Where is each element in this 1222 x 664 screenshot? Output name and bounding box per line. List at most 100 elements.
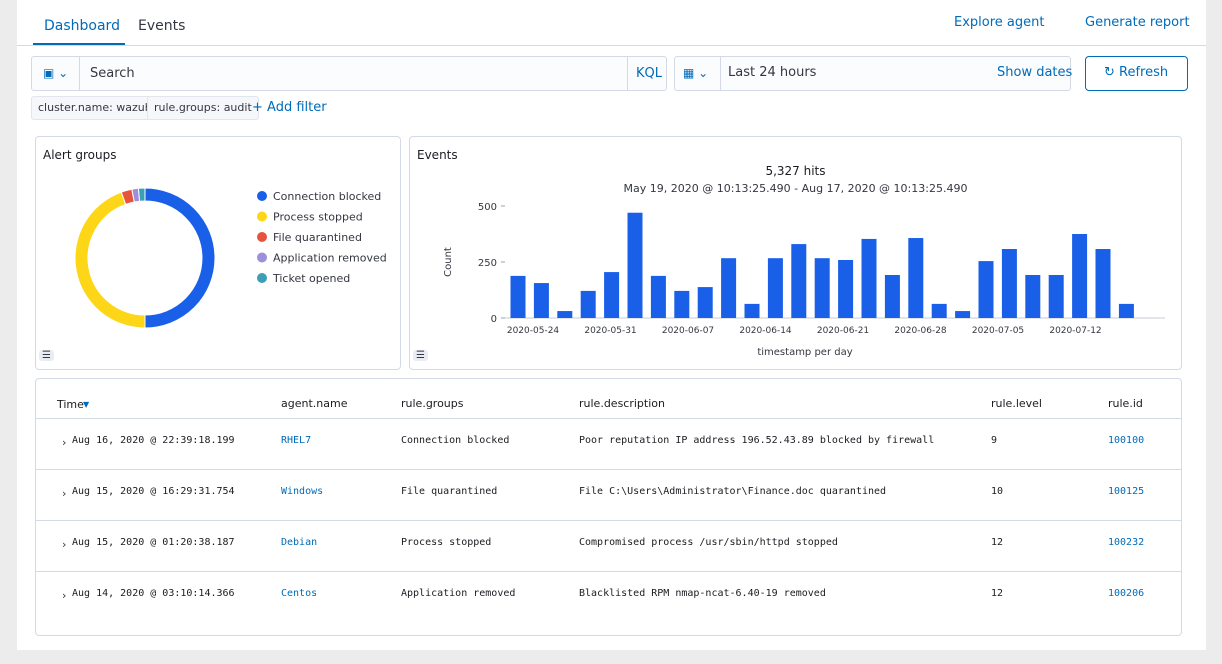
x-tick-label: 2020-06-28 [894,326,947,336]
filter-chip[interactable]: cluster.name: wazuh [31,96,159,120]
x-tick-label: 2020-07-05 [972,326,1024,336]
cell-link[interactable]: 100232 [1108,537,1145,548]
y-axis-label: Count [443,247,454,277]
column-header[interactable]: rule.id [1108,397,1143,410]
legend-label: Process stopped [273,211,363,224]
bar [1095,249,1111,318]
tab-underline [33,43,125,45]
x-tick-label: 2020-06-21 [817,326,869,336]
column-header[interactable]: agent.name [281,397,348,410]
bar [908,238,924,318]
divider [627,56,628,91]
row-divider [36,418,1181,419]
row-divider [36,520,1181,521]
expand-icon[interactable]: › [62,589,67,602]
hits: 5,327 hits [765,164,826,178]
x-tick-label: 2020-05-31 [584,326,636,336]
alert-groups-panel [35,136,401,370]
bar [697,287,713,318]
cell-link[interactable]: Debian [281,537,318,548]
column-header[interactable]: rule.groups [401,397,464,410]
legend-toggle[interactable]: ☰ [413,350,428,361]
legend-label: Connection blocked [273,190,381,203]
time-range-text: May 19, 2020 @ 10:13:25.490 - Aug 17, 20… [623,182,968,195]
bar [791,244,807,318]
x-tick-label: 2020-06-14 [739,326,792,336]
search-bar[interactable] [31,56,667,91]
y-tick-label: 500 [478,202,497,213]
bar [557,311,573,318]
bar [533,283,549,318]
cell: 12 [991,588,1004,599]
column-header[interactable]: rule.level [991,397,1042,410]
cell-link[interactable]: 100100 [1108,435,1145,446]
cell: 9 [991,435,998,446]
legend-label: Ticket opened [272,272,350,285]
cell: 10 [991,486,1004,497]
column-header[interactable]: rule.description [579,397,665,410]
refresh-label[interactable]: ↻ Refresh [1104,65,1169,80]
bar [978,261,994,318]
donut-slice [74,191,146,329]
cell: Poor reputation IP address 196.52.43.89 … [579,435,935,446]
bar [767,258,783,318]
bar [1025,274,1041,318]
show-dates[interactable]: Show dates [997,65,1073,80]
legend-toggle[interactable]: ☰ [39,350,54,361]
bar [674,290,690,318]
cell-link[interactable]: 100125 [1108,486,1145,497]
expand-icon[interactable]: › [62,538,67,551]
date-picker[interactable] [674,56,1071,91]
cell: Application removed [401,588,516,599]
legend-swatch [257,273,267,283]
cell-link[interactable]: RHEL7 [281,435,312,446]
expand-icon[interactable]: › [62,487,67,500]
cell: 12 [991,537,1004,548]
sort-arrow[interactable]: ▼ [83,400,90,409]
events-table [35,378,1182,636]
calendar-icon[interactable]: ▦ ⌄ [683,66,709,80]
bar [1072,234,1088,318]
bar [721,258,737,318]
cell-link[interactable]: Centos [281,588,318,599]
cell-link[interactable]: Windows [281,486,324,497]
cell-link[interactable]: 100206 [1108,588,1145,599]
donut-slice [144,187,216,329]
x-tick-label: 2020-06-07 [662,326,714,336]
dashboard: Dashboard Events Explore agent Generate … [17,0,1206,650]
tab[interactable]: Dashboard [44,18,120,34]
expand-icon[interactable]: › [62,436,67,449]
column-header[interactable]: Time [57,398,84,411]
bar [650,275,666,318]
filter-chip[interactable]: rule.groups: audit [147,96,259,120]
y-tick-label: 250 [478,258,497,269]
cell: Connection blocked [401,435,510,446]
bar [604,272,620,318]
donut-slice [137,187,146,202]
bar [838,259,854,318]
cell: Aug 15, 2020 @ 01:20:38.187 [72,537,235,548]
add-filter[interactable]: + Add filter [252,100,327,115]
x-tick-label: 2020-07-12 [1049,326,1101,336]
legend-label: File quarantined [273,231,362,244]
divider [720,56,721,91]
time-range[interactable]: Last 24 hours [728,65,817,80]
bar [510,275,526,318]
search-input[interactable]: Search [90,66,135,81]
bar [1048,274,1064,318]
saved-query-icon[interactable]: ▣ ⌄ [43,66,69,80]
charts: Connection blocked Process stopped File qu… [74,187,1165,358]
refresh-button[interactable] [1085,56,1188,91]
kql-toggle[interactable]: KQL [636,66,662,81]
panel-title: Alert groups [43,148,117,162]
y-tick-label: 0 [491,314,497,325]
refresh-text[interactable]: Refresh [1119,65,1169,80]
cell: File C:\Users\Administrator\Finance.doc … [579,486,887,497]
generate-report[interactable]: Generate report [1085,15,1190,30]
tab[interactable]: Events [138,18,186,34]
explore-agent[interactable]: Explore agent [954,15,1045,30]
x-tick-label: 2020-05-24 [507,326,560,336]
divider [79,56,80,91]
bar [580,290,596,318]
